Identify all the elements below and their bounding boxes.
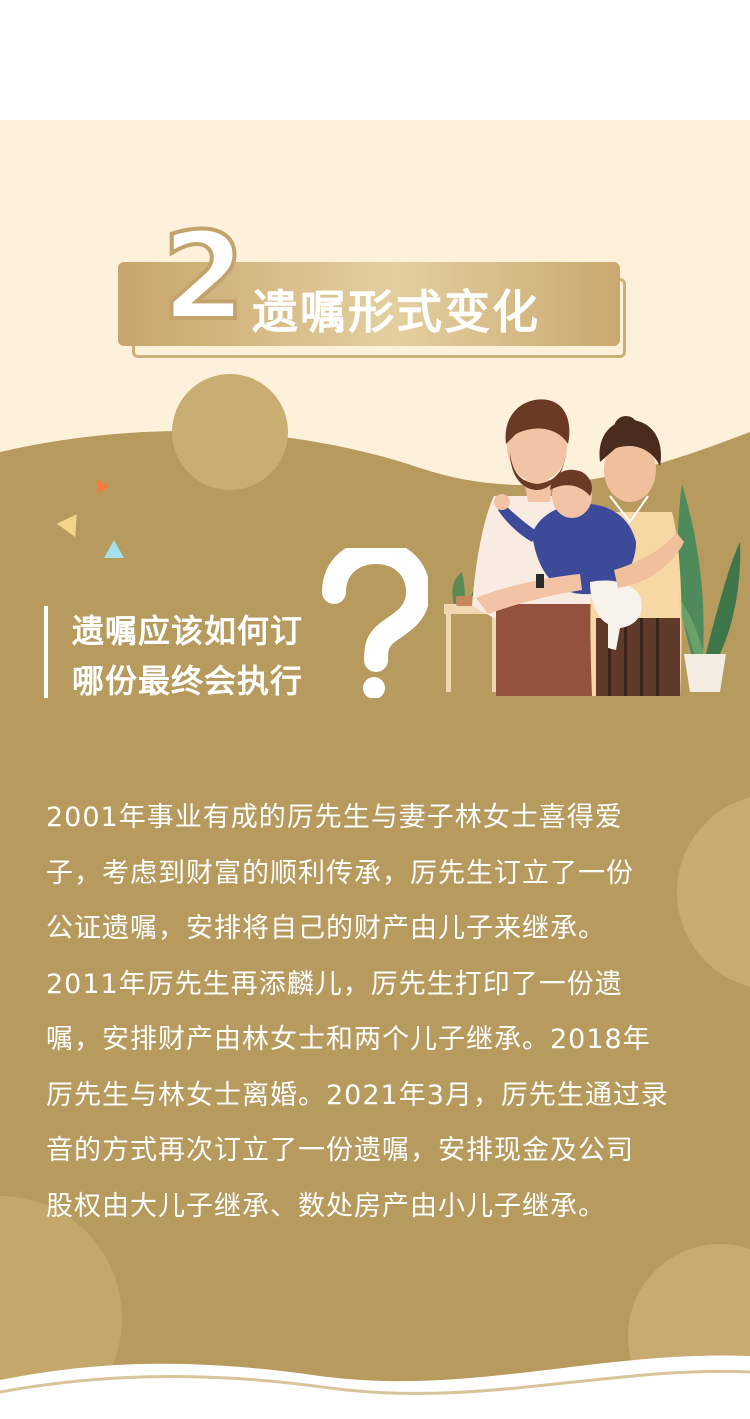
story-line: 音的方式再次订立了一份遗嘱，安排现金及公司 [46, 1135, 634, 1166]
story-line: 厉先生与林女士离婚。2021年3月，厉先生通过录 [46, 1079, 669, 1111]
section-banner: 2 遗嘱形式变化 [118, 216, 630, 362]
story-line: 股权由大儿子继承、数处房产由小儿子继承。 [46, 1190, 606, 1222]
banner-plate [118, 262, 620, 346]
section-number: 2 [160, 208, 247, 347]
story-text: 2001年事业有成的厉先生与妻子林女士喜得爱 子，考虑到财富的顺利传承，厉先生订… [46, 790, 710, 1234]
story-line: 2001年事业有成的厉先生与妻子林女士喜得爱 [46, 802, 623, 833]
triangle-blue-icon [104, 540, 124, 558]
story-line: 子，考虑到财富的顺利传承，厉先生订立了一份 [46, 857, 634, 889]
story-line: 公证遗嘱，安排将自己的财产由儿子来继承。 [46, 913, 606, 944]
section-title: 遗嘱形式变化 [252, 285, 540, 339]
question-heading: 遗嘱应该如何订 哪份最终会执行 [44, 606, 348, 700]
story-line: 2011年厉先生再添麟儿，厉先生打印了一份遗 [46, 968, 623, 1000]
question-line-2: 哪份最终会执行 [72, 662, 304, 700]
story-line: 嘱，安排财产由林女士和两个儿子继承。2018年 [46, 1024, 651, 1055]
question-mark-icon [322, 548, 428, 698]
family-illustration [444, 399, 741, 696]
question-line-1: 遗嘱应该如何订 [72, 612, 304, 650]
